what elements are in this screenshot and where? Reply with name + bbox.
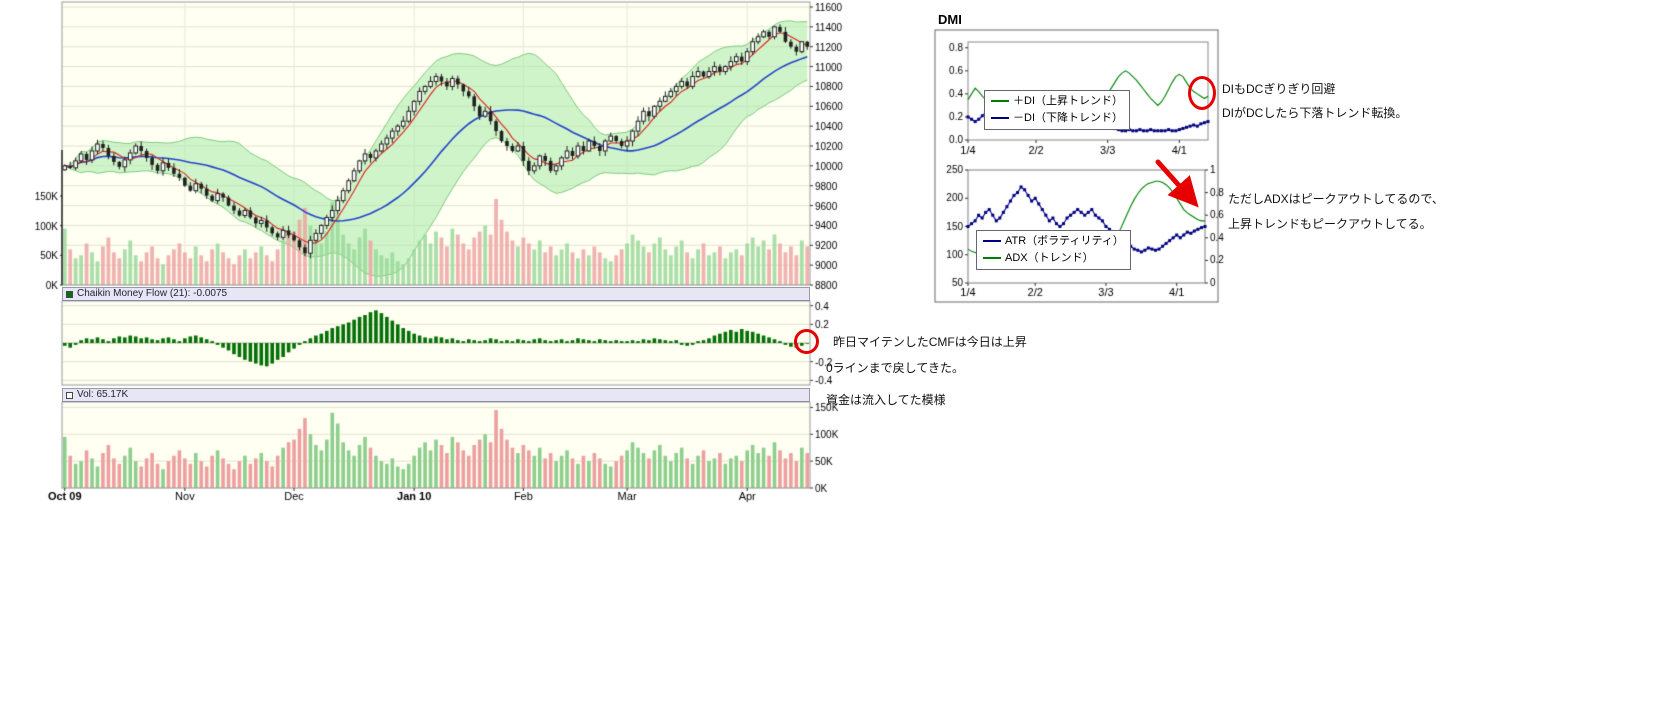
cmf-panel-label: Chaikin Money Flow (21): -0.0075	[77, 288, 228, 299]
adx-legend-label: ADX（トレンド）	[1005, 252, 1094, 264]
adx-legend-row: ADX（トレンド）	[983, 250, 1124, 267]
cmf-note-line2: 0ラインまで戻してきた。	[826, 361, 964, 375]
atr-legend-label: ATR（ボラティリティ）	[1005, 235, 1124, 247]
vol-series-swatch-icon	[66, 391, 73, 399]
highlight-circle-cmf	[794, 329, 819, 354]
cmf-note-line3: 資金は流入してた模様	[826, 393, 946, 407]
cmf-series-swatch-icon	[66, 290, 73, 298]
minus-di-legend-label: －DI（下降トレンド）	[1013, 112, 1123, 124]
atr-legend-row: ATR（ボラティリティ）	[983, 233, 1124, 250]
cmf-note-line1: 昨日マイテンしたCMFは今日は上昇	[833, 335, 1027, 349]
minus-di-line-icon	[991, 117, 1009, 120]
minus-di-legend-row: －DI（下降トレンド）	[991, 110, 1123, 127]
atr-adx-legend: ATR（ボラティリティ） ADX（トレンド）	[976, 230, 1131, 270]
highlight-circle-dmi	[1188, 76, 1216, 110]
atr-line-icon	[983, 240, 1001, 243]
plus-di-legend-row: ＋DI（上昇トレンド）	[991, 93, 1123, 110]
dmi-title: DMI	[938, 12, 962, 27]
adx-peak-arrow-icon	[1155, 159, 1199, 208]
vol-panel-label: Vol: 65.17K	[77, 389, 129, 400]
cmf-panel-header: Chaikin Money Flow (21): -0.0075	[62, 287, 810, 301]
di-legend: ＋DI（上昇トレンド） －DI（下降トレンド）	[984, 90, 1130, 130]
dmi-note-line1: DIもDCぎりぎり回避	[1222, 82, 1336, 96]
dmi-note-line2: DIがDCしたら下落トレンド転換。	[1222, 106, 1408, 120]
vol-panel-header: Vol: 65.17K	[62, 388, 810, 402]
adx-note-line2: 上昇トレンドもピークアウトしてる。	[1228, 217, 1432, 231]
plus-di-line-icon	[991, 100, 1009, 103]
adx-line-icon	[983, 257, 1001, 260]
adx-note-line1: ただしADXはピークアウトしてるので、	[1228, 192, 1444, 206]
plus-di-legend-label: ＋DI（上昇トレンド）	[1013, 95, 1123, 107]
